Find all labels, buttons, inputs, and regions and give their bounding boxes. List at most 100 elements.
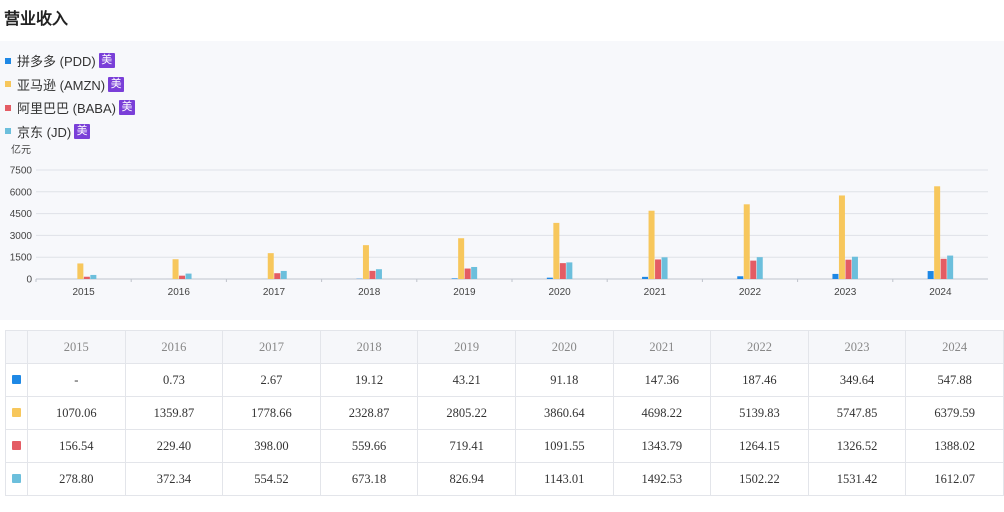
table-cell: 91.18	[514, 363, 614, 397]
bar-amzn-2020[interactable]	[553, 222, 560, 279]
bar-pdd-2024[interactable]	[927, 271, 934, 279]
y-tick-label: 7500	[10, 166, 33, 177]
bar-amzn-2023[interactable]	[838, 195, 845, 279]
table-header-year: 2018	[319, 330, 419, 364]
page-title: 营业收入	[4, 11, 69, 28]
table-cell: 372.34	[124, 462, 224, 496]
table-cell: 229.40	[124, 429, 224, 463]
market-tag-badge: 美	[118, 100, 135, 116]
x-tick-label: 2024	[929, 287, 952, 298]
bar-jd-2022[interactable]	[756, 257, 763, 279]
bar-pdd-2020[interactable]	[546, 277, 553, 279]
x-tick-label: 2023	[834, 287, 857, 298]
bar-jd-2017[interactable]	[280, 270, 287, 279]
table-header-year: 2015	[27, 330, 126, 364]
bar-pdd-2021[interactable]	[642, 276, 649, 279]
table-cell: 3860.64	[514, 396, 614, 430]
row-color-key	[5, 363, 28, 397]
y-tick-label: 0	[26, 275, 32, 286]
bar-jd-2023[interactable]	[851, 256, 858, 279]
table-header-year: 2016	[124, 330, 224, 364]
bar-amzn-2018[interactable]	[362, 245, 369, 279]
table-cell: 1502.22	[710, 462, 809, 496]
x-tick-label: 2017	[263, 287, 286, 298]
table-row-pdd: - 0.73 2.67 19.12 43.21 91.18 147.36 187…	[5, 363, 1004, 397]
bar-baba-2021[interactable]	[655, 259, 662, 279]
chart-panel: 拼多多 (PDD) 美 亚马逊 (AMZN) 美 阿里巴巴 (BABA) 美 京…	[0, 41, 1004, 320]
table-cell: -	[27, 363, 126, 397]
bar-amzn-2017[interactable]	[267, 253, 274, 279]
bar-baba-2023[interactable]	[845, 259, 852, 279]
legend-item-baba[interactable]: 阿里巴巴 (BABA) 美	[5, 96, 135, 120]
x-tick-label: 2015	[72, 287, 95, 298]
bar-pdd-2022[interactable]	[737, 276, 744, 279]
legend-swatch-jd	[5, 128, 11, 135]
legend-label-jd: 京东 (JD)	[17, 124, 72, 140]
bar-baba-2024[interactable]	[940, 258, 947, 279]
table-cell: 2.67	[222, 363, 321, 397]
table-cell: 278.80	[27, 462, 126, 496]
table-cell: 1070.06	[27, 396, 126, 430]
table-cell: 6379.59	[905, 396, 1004, 430]
table-cell: 5747.85	[807, 396, 907, 430]
bar-jd-2015[interactable]	[90, 274, 97, 279]
bar-pdd-2023[interactable]	[832, 273, 839, 279]
table-cell: 826.94	[417, 462, 516, 496]
bar-pdd-2019[interactable]	[451, 278, 458, 279]
chart-legend: 拼多多 (PDD) 美 亚马逊 (AMZN) 美 阿里巴巴 (BABA) 美 京…	[5, 49, 135, 143]
row-color-key	[5, 462, 28, 496]
table-header-year: 2019	[417, 330, 516, 364]
legend-item-amzn[interactable]: 亚马逊 (AMZN) 美	[5, 73, 135, 97]
bar-jd-2021[interactable]	[661, 257, 668, 279]
legend-item-jd[interactable]: 京东 (JD) 美	[5, 120, 135, 144]
legend-label-baba: 阿里巴巴 (BABA)	[17, 101, 116, 117]
table-cell: 1264.15	[710, 429, 809, 463]
legend-swatch-pdd	[5, 57, 11, 64]
table-row-baba: 156.54 229.40 398.00 559.66 719.41 1091.…	[5, 429, 1004, 463]
bar-baba-2015[interactable]	[83, 276, 90, 279]
bar-jd-2016[interactable]	[185, 273, 192, 279]
bar-jd-2024[interactable]	[947, 255, 954, 279]
table-cell: 547.88	[905, 363, 1004, 397]
table-cell: 1359.87	[124, 396, 224, 430]
market-tag-badge: 美	[98, 53, 115, 69]
bar-amzn-2016[interactable]	[172, 259, 179, 279]
table-header-year: 2024	[905, 330, 1004, 364]
bar-baba-2017[interactable]	[274, 273, 281, 279]
bar-amzn-2019[interactable]	[458, 238, 465, 279]
table-cell: 559.66	[319, 429, 419, 463]
table-cell: 398.00	[222, 429, 321, 463]
bar-amzn-2022[interactable]	[743, 204, 750, 279]
bar-jd-2019[interactable]	[471, 266, 478, 279]
x-tick-label: 2019	[453, 287, 476, 298]
revenue-data-table: 2015 2016 2017 2018 2019 2020 2021 2022 …	[5, 330, 1004, 496]
bar-baba-2018[interactable]	[369, 270, 376, 279]
row-color-key	[5, 429, 28, 463]
table-cell: 349.64	[807, 363, 907, 397]
table-cell: 719.41	[417, 429, 516, 463]
table-header-year: 2017	[222, 330, 321, 364]
table-cell: 0.73	[124, 363, 224, 397]
x-tick-label: 2018	[358, 287, 381, 298]
row-swatch-jd	[12, 473, 21, 483]
table-header-year: 2023	[807, 330, 907, 364]
bar-baba-2016[interactable]	[179, 275, 186, 279]
bar-baba-2019[interactable]	[464, 268, 471, 279]
table-cell: 1531.42	[807, 462, 907, 496]
bar-baba-2020[interactable]	[559, 263, 566, 279]
bar-amzn-2021[interactable]	[648, 210, 655, 279]
y-tick-label: 4500	[10, 209, 33, 220]
table-row-jd: 278.80 372.34 554.52 673.18 826.94 1143.…	[5, 462, 1004, 496]
legend-item-pdd[interactable]: 拼多多 (PDD) 美	[5, 49, 135, 73]
bar-baba-2022[interactable]	[750, 260, 757, 279]
table-cell: 1326.52	[807, 429, 907, 463]
bar-jd-2020[interactable]	[566, 262, 573, 279]
bar-jd-2018[interactable]	[375, 269, 382, 279]
bar-amzn-2015[interactable]	[77, 263, 84, 279]
table-cell: 2328.87	[319, 396, 419, 430]
table-cell: 19.12	[319, 363, 419, 397]
row-swatch-amzn	[12, 407, 21, 417]
row-swatch-pdd	[12, 374, 21, 384]
bar-amzn-2024[interactable]	[934, 186, 941, 279]
market-tag-badge: 美	[108, 76, 125, 92]
